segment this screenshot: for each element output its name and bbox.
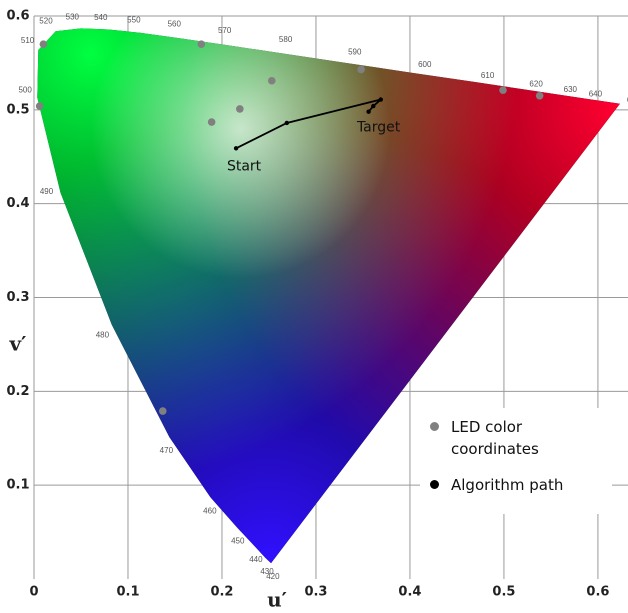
wavelength-label: 510 xyxy=(21,36,35,45)
led-point xyxy=(267,76,276,85)
wavelength-label: 590 xyxy=(348,47,362,56)
wavelength-label: 640 xyxy=(589,89,603,98)
x-tick-label: 0.1 xyxy=(116,585,139,600)
path-point xyxy=(366,109,371,114)
legend-item: LED color coordinates xyxy=(426,416,606,460)
led-point xyxy=(357,65,365,74)
legend-marker xyxy=(430,422,439,431)
wavelength-label: 440 xyxy=(249,555,263,564)
wavelength-label: 550 xyxy=(127,15,141,24)
led-point xyxy=(35,102,44,110)
y-tick-label: 0.6 xyxy=(6,9,29,24)
y-tick-label: 0.4 xyxy=(6,196,29,211)
y-tick-label: 0.3 xyxy=(6,290,29,305)
led-point xyxy=(197,40,206,48)
led-point xyxy=(39,40,48,48)
led-point xyxy=(158,407,167,415)
led-point xyxy=(207,118,216,126)
wavelength-label: 570 xyxy=(218,26,232,35)
x-tick-label: 0.5 xyxy=(492,585,515,600)
wavelength-label: 490 xyxy=(40,187,54,196)
wavelength-label: 630 xyxy=(564,85,578,94)
y-tick-label: 0.2 xyxy=(6,384,29,399)
gamut-white xyxy=(37,28,620,564)
y-tick-label: 0.1 xyxy=(6,478,29,493)
wavelength-label: 480 xyxy=(96,330,110,339)
y-tick-label: 0.5 xyxy=(6,102,29,117)
legend-item: Algorithm path xyxy=(426,474,606,496)
led-point xyxy=(236,105,244,113)
led-point xyxy=(535,91,544,100)
legend: LED color coordinates Algorithm path xyxy=(420,408,612,514)
x-tick-label: 0.3 xyxy=(304,585,327,600)
wavelength-label: 540 xyxy=(94,13,108,22)
x-tick-label: 0 xyxy=(29,585,38,600)
path-point xyxy=(233,146,239,151)
wavelength-label: 500 xyxy=(18,86,32,95)
wavelength-label: 620 xyxy=(529,79,543,88)
wavelength-label: 420 xyxy=(266,572,280,581)
x-axis-label: u′ xyxy=(267,588,287,612)
gamut xyxy=(37,28,620,564)
wavelength-label: 560 xyxy=(168,20,182,29)
x-tick-label: 0.6 xyxy=(586,585,609,600)
wavelength-label: 600 xyxy=(418,60,432,69)
x-tick-label: 0.2 xyxy=(210,585,233,600)
legend-marker xyxy=(430,480,439,489)
y-axis-label: v′ xyxy=(9,332,27,356)
wavelength-label: 450 xyxy=(231,537,245,546)
wavelength-label: 610 xyxy=(481,71,495,80)
wavelength-label: 680 xyxy=(627,95,628,104)
path-point xyxy=(378,97,384,102)
legend-label: Algorithm path xyxy=(451,476,564,494)
wavelength-label: 430 xyxy=(260,567,274,576)
annotation: Target xyxy=(356,120,401,136)
path-point xyxy=(284,120,290,126)
legend-label: LED color coordinates xyxy=(451,418,539,458)
path-point xyxy=(371,103,376,109)
x-tick-label: 0.4 xyxy=(398,585,421,600)
wavelength-label: 470 xyxy=(160,446,174,455)
wavelength-label: 520 xyxy=(39,16,53,25)
annotation: Start xyxy=(227,158,262,174)
wavelength-label: 460 xyxy=(203,506,217,515)
led-point xyxy=(499,86,507,94)
wavelength-label: 530 xyxy=(66,13,80,22)
wavelength-label: 580 xyxy=(279,35,293,44)
